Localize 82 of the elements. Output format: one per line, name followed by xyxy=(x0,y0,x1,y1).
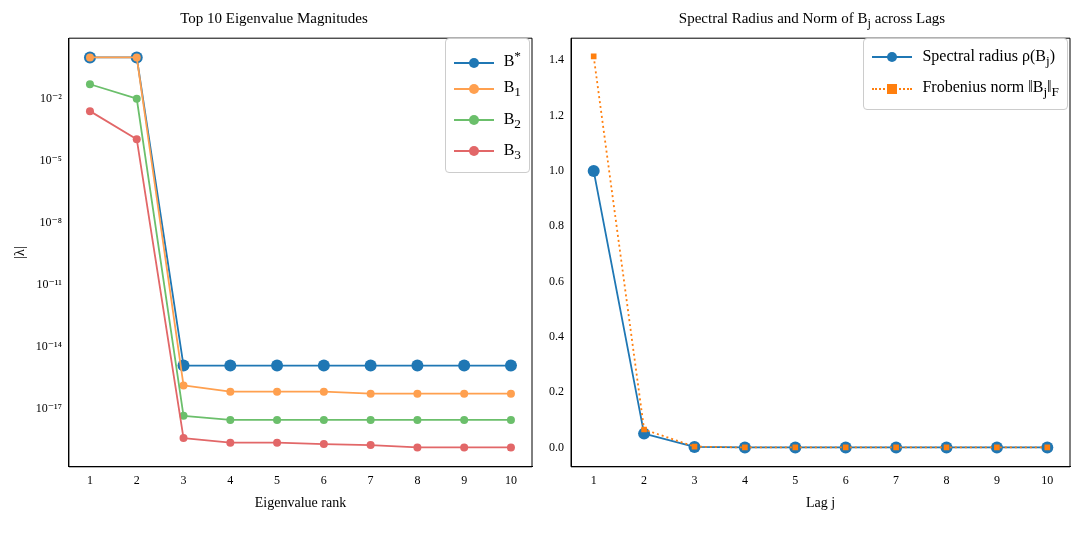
x-tick-label: 7 xyxy=(893,473,900,488)
x-tick-label: 5 xyxy=(792,473,799,488)
point xyxy=(460,415,469,424)
point xyxy=(366,389,375,398)
point xyxy=(506,443,515,452)
x-axis-title: Eigenvalue rank xyxy=(254,495,347,511)
y-tick-label: 1.0 xyxy=(549,163,564,178)
legend-label: Frobenius norm ‖B$_{j}$‖$_{F}$ xyxy=(922,78,1059,100)
y-tick-label: 10⁻⁵ xyxy=(39,152,62,167)
point xyxy=(366,441,375,450)
x-tick-label: 10 xyxy=(1041,473,1054,488)
x-tick-label: 8 xyxy=(943,473,950,488)
x-tick-label: 7 xyxy=(367,473,374,488)
point xyxy=(319,440,328,449)
point xyxy=(504,359,517,372)
point xyxy=(413,443,422,452)
legend-label: B$_{1}$ xyxy=(503,78,521,100)
point xyxy=(224,359,237,372)
chart-title: Spectral Radius and Norm of B$_{j}$ across Lags xyxy=(677,9,947,30)
x-tick-label: 9 xyxy=(461,473,468,488)
legend-label: B$^{*}$ xyxy=(503,48,521,70)
x-tick-label: 6 xyxy=(320,473,327,488)
x-tick-label: 2 xyxy=(133,473,140,488)
point xyxy=(460,389,469,398)
x-tick-label: 4 xyxy=(741,473,748,488)
point xyxy=(460,443,469,452)
y-tick-label: 1.4 xyxy=(549,52,564,67)
point xyxy=(506,415,515,424)
x-tick-label: 9 xyxy=(993,473,1000,488)
y-tick-label: 0.6 xyxy=(549,273,564,288)
x-tick-label: 4 xyxy=(227,473,234,488)
point xyxy=(273,415,282,424)
y-tick-label: 1.2 xyxy=(549,107,564,122)
point xyxy=(319,415,328,424)
point xyxy=(226,438,235,447)
chart-title: Top 10 Eigenvalue Magnitudes xyxy=(179,9,369,28)
y-tick-label: 10⁻⁸ xyxy=(39,214,62,229)
y-tick-label: 10⁻² xyxy=(39,90,63,105)
y-tick-label: 10⁻¹¹ xyxy=(36,276,63,291)
x-tick-label: 1 xyxy=(86,473,93,488)
point xyxy=(271,359,284,372)
y-tick-label: 10⁻¹⁴ xyxy=(35,338,62,353)
point xyxy=(317,359,330,372)
x-tick-label: 1 xyxy=(590,473,597,488)
x-tick-label: 8 xyxy=(414,473,421,488)
x-tick-label: 2 xyxy=(641,473,648,488)
point xyxy=(132,94,141,103)
legend-label: B$_{3}$ xyxy=(503,140,521,162)
y-tick-label: 0.4 xyxy=(549,328,564,343)
point xyxy=(179,381,188,390)
point xyxy=(413,415,422,424)
point xyxy=(226,387,235,396)
legend-label: Spectral radius ρ(B$_{j}$) xyxy=(922,47,1055,69)
x-tick-label: 10 xyxy=(504,473,517,488)
point xyxy=(366,415,375,424)
y-tick-label: 10⁻¹⁷ xyxy=(35,400,62,415)
point xyxy=(506,389,515,398)
x-tick-label: 3 xyxy=(180,473,187,488)
point xyxy=(411,359,424,372)
point xyxy=(413,389,422,398)
y-tick-label: 0.0 xyxy=(549,439,564,454)
x-tick-label: 3 xyxy=(691,473,698,488)
x-tick-label: 5 xyxy=(274,473,281,488)
y-axis-title: |λ| xyxy=(12,246,28,259)
point xyxy=(458,359,471,372)
point xyxy=(590,53,597,60)
y-tick-label: 0.8 xyxy=(549,218,564,233)
x-tick-label: 6 xyxy=(842,473,849,488)
point xyxy=(641,426,647,433)
point xyxy=(85,80,94,89)
point xyxy=(364,359,377,372)
legend-label: B$_{2}$ xyxy=(503,109,521,131)
point xyxy=(226,415,235,424)
point xyxy=(273,387,282,396)
point xyxy=(319,387,328,396)
point xyxy=(273,438,282,447)
point xyxy=(132,135,141,144)
point xyxy=(179,434,188,443)
point xyxy=(587,164,600,177)
x-axis-title: Lag j xyxy=(805,495,836,511)
point xyxy=(85,107,94,116)
y-tick-label: 0.2 xyxy=(549,384,564,399)
